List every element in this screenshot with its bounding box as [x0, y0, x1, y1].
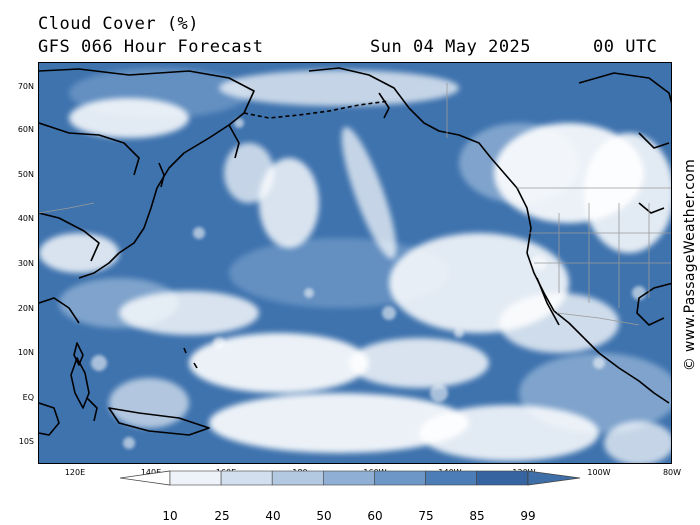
- legend-label: 85: [469, 509, 485, 523]
- longitude-label-120e: 120E: [64, 468, 86, 477]
- legend-label: 25: [214, 509, 230, 523]
- legend-label: 75: [418, 509, 434, 523]
- legend-color-cell: [374, 470, 426, 486]
- latitude-label-10s: 10S: [18, 437, 34, 446]
- legend-color-cell: [425, 470, 477, 486]
- legend-overflow-arrow: [527, 470, 581, 486]
- latitude-label-10n: 10N: [17, 348, 34, 357]
- latitude-label-30n: 30N: [17, 259, 34, 268]
- legend-label: 50: [316, 509, 332, 523]
- legend-color-cell: [323, 470, 375, 486]
- legend-label: 99: [520, 509, 536, 523]
- cloud-cover-map: [38, 62, 672, 464]
- longitude-label-140e: 140E: [140, 468, 162, 477]
- cloud-clear-regions: [39, 70, 671, 463]
- longitude-label-100w: 100W: [587, 468, 611, 477]
- political-borders: [39, 83, 671, 326]
- forecast-time: 00 UTC: [593, 37, 658, 57]
- longitude-label-80w: 80W: [662, 468, 682, 477]
- latitude-label-40n: 40N: [17, 214, 34, 223]
- map-title: Cloud Cover (%): [38, 14, 200, 34]
- legend-underflow-arrow: [120, 470, 171, 486]
- forecast-subtitle: GFS 066 Hour Forecast: [38, 37, 264, 57]
- latitude-label-70n: 70N: [17, 82, 34, 91]
- legend-color-cell: [476, 470, 529, 486]
- legend-color-cell: [271, 470, 324, 486]
- latitude-label-eq: EQ: [22, 393, 34, 402]
- latitude-label-20n: 20N: [17, 304, 34, 313]
- forecast-date: Sun 04 May 2025: [370, 37, 532, 57]
- map-svg: [39, 63, 671, 463]
- copyright-watermark: © www.PassageWeather.com: [682, 158, 698, 372]
- coastlines: [39, 67, 671, 436]
- legend-label: 60: [367, 509, 383, 523]
- latitude-label-60n: 60N: [17, 125, 34, 134]
- legend-color-cell: [169, 470, 222, 486]
- latitude-label-50n: 50N: [17, 170, 34, 179]
- color-legend-bar: [120, 470, 581, 486]
- legend-label: 10: [162, 509, 178, 523]
- legend-label: 40: [265, 509, 281, 523]
- legend-color-cell: [220, 470, 273, 486]
